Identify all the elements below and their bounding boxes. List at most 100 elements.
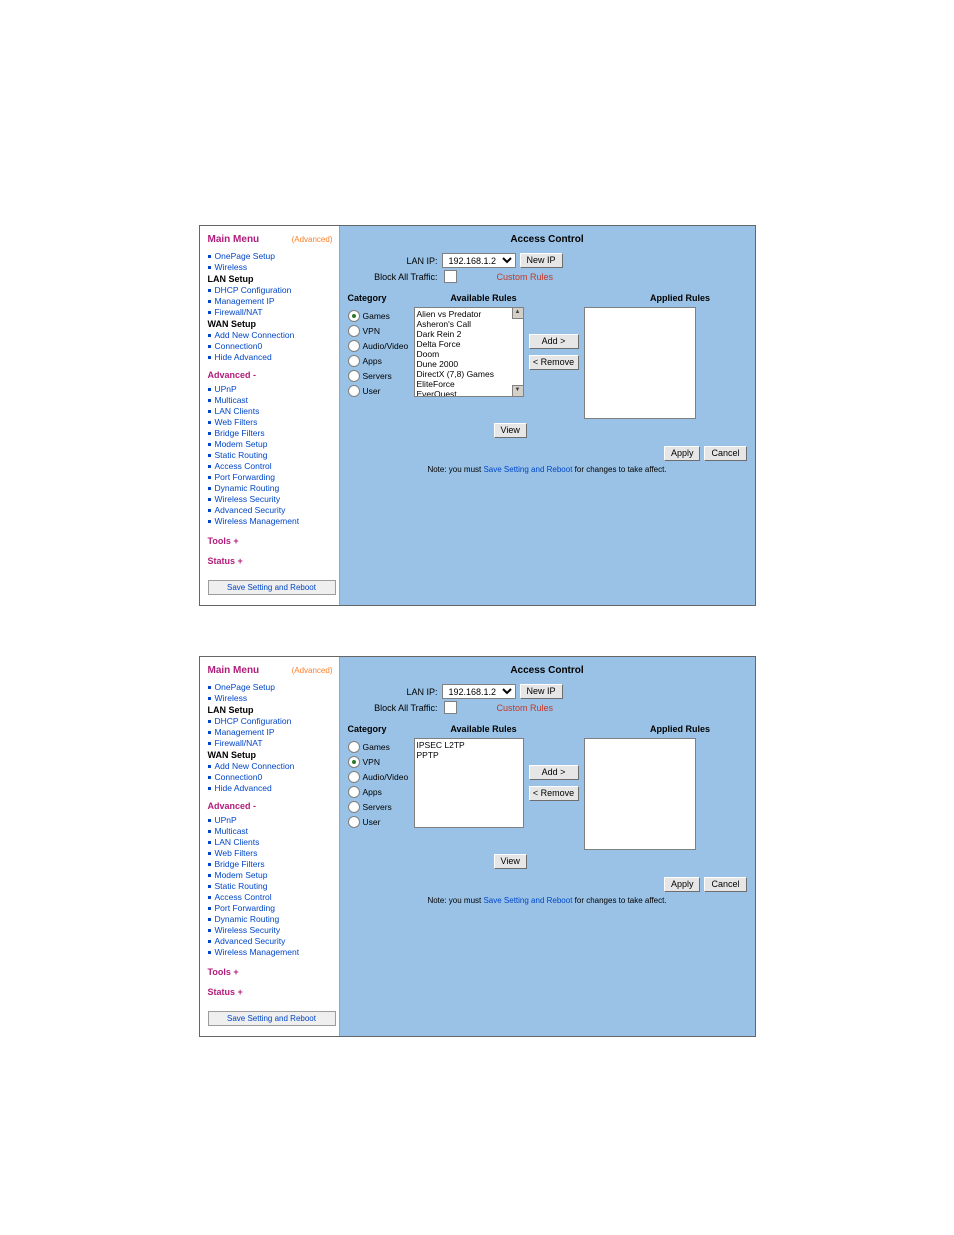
nav-item[interactable]: Firewall/NAT (208, 307, 333, 317)
nav-item[interactable]: Advanced Security (208, 936, 333, 946)
radio-icon[interactable] (348, 756, 360, 768)
view-button[interactable]: View (494, 854, 527, 869)
nav-item[interactable]: LAN Clients (208, 837, 333, 847)
nav-item[interactable]: Web Filters (208, 848, 333, 858)
block-all-checkbox[interactable] (444, 270, 457, 283)
block-all-checkbox[interactable] (444, 701, 457, 714)
nav-item[interactable]: LAN Clients (208, 406, 333, 416)
custom-rules-link[interactable]: Custom Rules (497, 703, 554, 713)
radio-icon[interactable] (348, 310, 360, 322)
rule-item[interactable]: Dune 2000 (417, 359, 521, 369)
nav-item[interactable]: Port Forwarding (208, 472, 333, 482)
nav-item[interactable]: Modem Setup (208, 870, 333, 880)
advanced-toggle-link[interactable]: (Advanced) (292, 666, 333, 675)
advanced-heading[interactable]: Advanced - (208, 370, 333, 380)
category-radio-item[interactable]: Apps (348, 786, 414, 798)
nav-item[interactable]: Static Routing (208, 450, 333, 460)
nav-item[interactable]: UPnP (208, 815, 333, 825)
nav-item[interactable]: Firewall/NAT (208, 738, 333, 748)
rule-item[interactable]: Dark Rein 2 (417, 329, 521, 339)
add-rule-button[interactable]: Add > (529, 334, 579, 349)
advanced-heading[interactable]: Advanced - (208, 801, 333, 811)
nav-item[interactable]: DHCP Configuration (208, 716, 333, 726)
note-link[interactable]: Save Setting and Reboot (483, 896, 572, 905)
radio-icon[interactable] (348, 385, 360, 397)
tools-heading[interactable]: Tools + (208, 536, 333, 546)
nav-item[interactable]: Multicast (208, 395, 333, 405)
rule-item[interactable]: EliteForce (417, 379, 521, 389)
lan-ip-select[interactable]: 192.168.1.2 (442, 253, 516, 268)
nav-item[interactable]: Bridge Filters (208, 428, 333, 438)
nav-item[interactable]: Management IP (208, 727, 333, 737)
rule-item[interactable]: EverQuest (417, 389, 521, 397)
nav-item[interactable]: Hide Advanced (208, 783, 333, 793)
save-reboot-button[interactable]: Save Setting and Reboot (208, 580, 336, 595)
nav-item[interactable]: Connection0 (208, 341, 333, 351)
nav-item[interactable]: Wireless Security (208, 925, 333, 935)
radio-icon[interactable] (348, 370, 360, 382)
cancel-button[interactable]: Cancel (704, 877, 746, 892)
category-radio-item[interactable]: User (348, 385, 414, 397)
category-radio-item[interactable]: Audio/Video (348, 340, 414, 352)
nav-item[interactable]: Wireless Management (208, 516, 333, 526)
category-radio-item[interactable]: VPN (348, 756, 414, 768)
listbox-scroll-down-icon[interactable]: ▼ (512, 385, 523, 396)
radio-icon[interactable] (348, 801, 360, 813)
nav-item[interactable]: Multicast (208, 826, 333, 836)
nav-item[interactable]: Static Routing (208, 881, 333, 891)
radio-icon[interactable] (348, 786, 360, 798)
add-rule-button[interactable]: Add > (529, 765, 579, 780)
nav-item[interactable]: Modem Setup (208, 439, 333, 449)
new-ip-button[interactable]: New IP (520, 684, 563, 699)
available-rules-listbox[interactable]: Alien vs PredatorAsheron's CallDark Rein… (414, 307, 524, 397)
category-radio-item[interactable]: Audio/Video (348, 771, 414, 783)
lan-ip-select[interactable]: 192.168.1.2 (442, 684, 516, 699)
status-heading[interactable]: Status + (208, 556, 333, 566)
nav-item[interactable]: Bridge Filters (208, 859, 333, 869)
listbox-scroll-up-icon[interactable]: ▲ (512, 308, 523, 319)
radio-icon[interactable] (348, 771, 360, 783)
nav-item[interactable]: Dynamic Routing (208, 914, 333, 924)
tools-heading[interactable]: Tools + (208, 967, 333, 977)
nav-item[interactable]: Add New Connection (208, 330, 333, 340)
category-radio-item[interactable]: Servers (348, 370, 414, 382)
nav-item[interactable]: Access Control (208, 461, 333, 471)
nav-item[interactable]: Hide Advanced (208, 352, 333, 362)
nav-item[interactable]: Port Forwarding (208, 903, 333, 913)
nav-item[interactable]: Wireless (208, 262, 333, 272)
nav-item[interactable]: Wireless Management (208, 947, 333, 957)
view-button[interactable]: View (494, 423, 527, 438)
available-rules-listbox[interactable]: IPSEC L2TPPPTP (414, 738, 524, 828)
category-radio-item[interactable]: Servers (348, 801, 414, 813)
nav-item[interactable]: Dynamic Routing (208, 483, 333, 493)
nav-item[interactable]: Access Control (208, 892, 333, 902)
nav-item[interactable]: Connection0 (208, 772, 333, 782)
category-radio-item[interactable]: User (348, 816, 414, 828)
rule-item[interactable]: Alien vs Predator (417, 309, 521, 319)
status-heading[interactable]: Status + (208, 987, 333, 997)
nav-item[interactable]: Wireless (208, 693, 333, 703)
rule-item[interactable]: Delta Force (417, 339, 521, 349)
nav-item[interactable]: DHCP Configuration (208, 285, 333, 295)
cancel-button[interactable]: Cancel (704, 446, 746, 461)
nav-item[interactable]: Web Filters (208, 417, 333, 427)
remove-rule-button[interactable]: < Remove (529, 355, 579, 370)
radio-icon[interactable] (348, 355, 360, 367)
nav-item[interactable]: OnePage Setup (208, 251, 333, 261)
rule-item[interactable]: PPTP (417, 750, 521, 760)
rule-item[interactable]: IPSEC L2TP (417, 740, 521, 750)
category-radio-item[interactable]: Games (348, 310, 414, 322)
apply-button[interactable]: Apply (664, 877, 701, 892)
radio-icon[interactable] (348, 340, 360, 352)
rule-item[interactable]: Doom (417, 349, 521, 359)
nav-item[interactable]: Wireless Security (208, 494, 333, 504)
apply-button[interactable]: Apply (664, 446, 701, 461)
rule-item[interactable]: Asheron's Call (417, 319, 521, 329)
rule-item[interactable]: DirectX (7,8) Games (417, 369, 521, 379)
radio-icon[interactable] (348, 816, 360, 828)
radio-icon[interactable] (348, 325, 360, 337)
radio-icon[interactable] (348, 741, 360, 753)
save-reboot-button[interactable]: Save Setting and Reboot (208, 1011, 336, 1026)
category-radio-item[interactable]: Apps (348, 355, 414, 367)
nav-item[interactable]: UPnP (208, 384, 333, 394)
